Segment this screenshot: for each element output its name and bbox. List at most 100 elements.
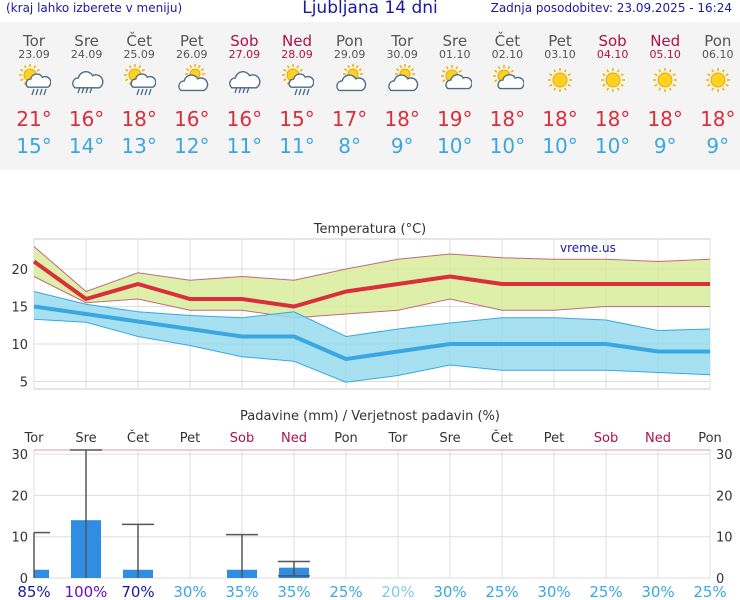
precip-probability: 20% (381, 583, 414, 600)
day-name: Čet (494, 32, 521, 50)
max-temp: 16° (174, 107, 210, 131)
forecast-day: Pon 06.10 18° 9° (692, 22, 740, 159)
day-name: Pet (548, 32, 572, 50)
precip-probability: 30% (641, 583, 674, 600)
day-date: 28.09 (281, 48, 313, 61)
day-label: Sre (75, 431, 96, 446)
min-range-band-edge (33, 318, 711, 383)
forecast-day: Čet 02.10 18° 10° (481, 22, 533, 159)
day-name: Pon (335, 32, 364, 50)
y-tick-label-left: 0 (20, 572, 28, 587)
precip-probability: 30% (537, 583, 570, 600)
day-label: Pon (698, 431, 722, 446)
min-temp: 10° (437, 134, 473, 158)
cloud-sun-icon (335, 64, 366, 92)
day-name: Pon (704, 32, 732, 50)
location-menu-note[interactable]: (kraj lahko izberete v meniju) (6, 1, 183, 15)
precip-probability: 35% (225, 583, 258, 600)
forecast-day: Sob 27.09 16° 11° (218, 22, 270, 159)
y-tick-label: 15 (11, 301, 28, 316)
max-temp: 18° (542, 107, 578, 131)
forecast-day: Ned 28.09 15° 11° (271, 22, 323, 159)
sun-icon (600, 68, 625, 92)
sun-cloud-icon (493, 65, 526, 90)
day-name: Čet (126, 32, 152, 50)
max-temp: 18° (594, 107, 631, 131)
max-temp: 16° (68, 107, 105, 131)
day-name: Sob (598, 32, 627, 50)
forecast-day: Čet 25.09 18° 13° (113, 22, 165, 159)
day-name: Ned (650, 32, 681, 50)
max-range-band-edge (33, 276, 710, 319)
day-name: Pet (179, 32, 204, 50)
plot-area (33, 449, 711, 579)
max-temp: 18° (489, 107, 526, 131)
max-temp: 17° (331, 107, 368, 131)
day-name: Tor (391, 32, 414, 50)
forecast-day: Sre 24.09 16° 14° (61, 22, 113, 159)
day-name: Sre (442, 32, 468, 50)
day-date: 23.09 (18, 48, 50, 61)
y-tick-label-right: 20 (716, 489, 733, 504)
day-label: Sob (230, 431, 254, 446)
sun-cloud-icon (440, 65, 473, 90)
sun-icon (548, 68, 572, 92)
y-tick-label-left: 10 (11, 531, 28, 546)
day-name: Sre (74, 32, 99, 50)
max-temp-line (32, 259, 710, 309)
forecast-day: Pon 29.09 17° 8° (324, 22, 376, 159)
day-date: 01.10 (439, 48, 471, 61)
precip-probability: 30% (173, 583, 206, 600)
watermark: vreme.us (560, 241, 616, 255)
day-date: 04.10 (596, 48, 629, 61)
y-tick-label: 10 (11, 338, 28, 353)
day-name: Sob (230, 32, 259, 50)
cloud-rain-icon (229, 71, 261, 94)
y-tick-label-left: 20 (11, 489, 28, 504)
day-label: Pet (180, 431, 200, 446)
day-label: Sre (439, 431, 460, 446)
day-label: Tor (23, 431, 44, 446)
precip-probability: 25% (589, 583, 622, 600)
precip-probability: 35% (277, 583, 310, 600)
precip-probability: 30% (433, 583, 466, 600)
day-name: Ned (282, 32, 312, 50)
max-temp: 15° (279, 107, 315, 131)
min-temp-line (33, 304, 710, 361)
min-temp: 9° (706, 134, 730, 158)
day-label: Čet (491, 430, 513, 446)
day-date: 03.10 (544, 48, 576, 61)
min-temp: 13° (121, 134, 157, 158)
y-tick-label-right: 0 (716, 572, 724, 587)
min-temp: 10° (594, 134, 631, 158)
max-temp: 18° (384, 107, 420, 131)
precip-bar (34, 569, 49, 578)
forecast-strip: Tor 23.09 21° 15° Sre 24.09 16° 14° Čet 25.09 18° 1… (0, 22, 740, 170)
y-tick-label-right: 10 (716, 531, 733, 546)
max-temp: 18° (647, 107, 683, 131)
min-temp: 11° (226, 134, 263, 158)
precip-probability: 70% (121, 583, 154, 600)
precip-probability: 25% (329, 583, 362, 600)
max-range-band-edge (33, 246, 711, 293)
max-temp: 21° (16, 107, 52, 131)
day-date: 05.10 (649, 48, 681, 61)
precip-probability: 25% (693, 583, 726, 600)
precip-probability: 100% (65, 583, 108, 600)
day-date: 06.10 (702, 48, 734, 61)
forecast-day: Sob 04.10 18° 10° (587, 22, 639, 159)
y-tick-label-left: 30 (11, 448, 28, 463)
min-temp: 9° (390, 134, 414, 158)
header: (kraj lahko izberete v meniju) Ljubljana… (0, 0, 740, 20)
day-date: 24.09 (70, 48, 103, 61)
page-title: Ljubljana 14 dni (302, 0, 438, 18)
day-date: 27.09 (228, 48, 261, 61)
precipitation-chart-title: Padavine (mm) / Verjetnost padavin (%) (240, 409, 500, 424)
forecast-day: Pet 26.09 16° 12° (166, 22, 218, 159)
min-temp: 8° (338, 134, 361, 158)
sun-cloud-rain-icon (124, 64, 157, 96)
forecast-day: Tor 30.09 18° 9° (376, 22, 428, 159)
max-temp: 19° (437, 107, 473, 131)
sun-icon (653, 68, 678, 92)
day-name: Tor (23, 32, 45, 50)
